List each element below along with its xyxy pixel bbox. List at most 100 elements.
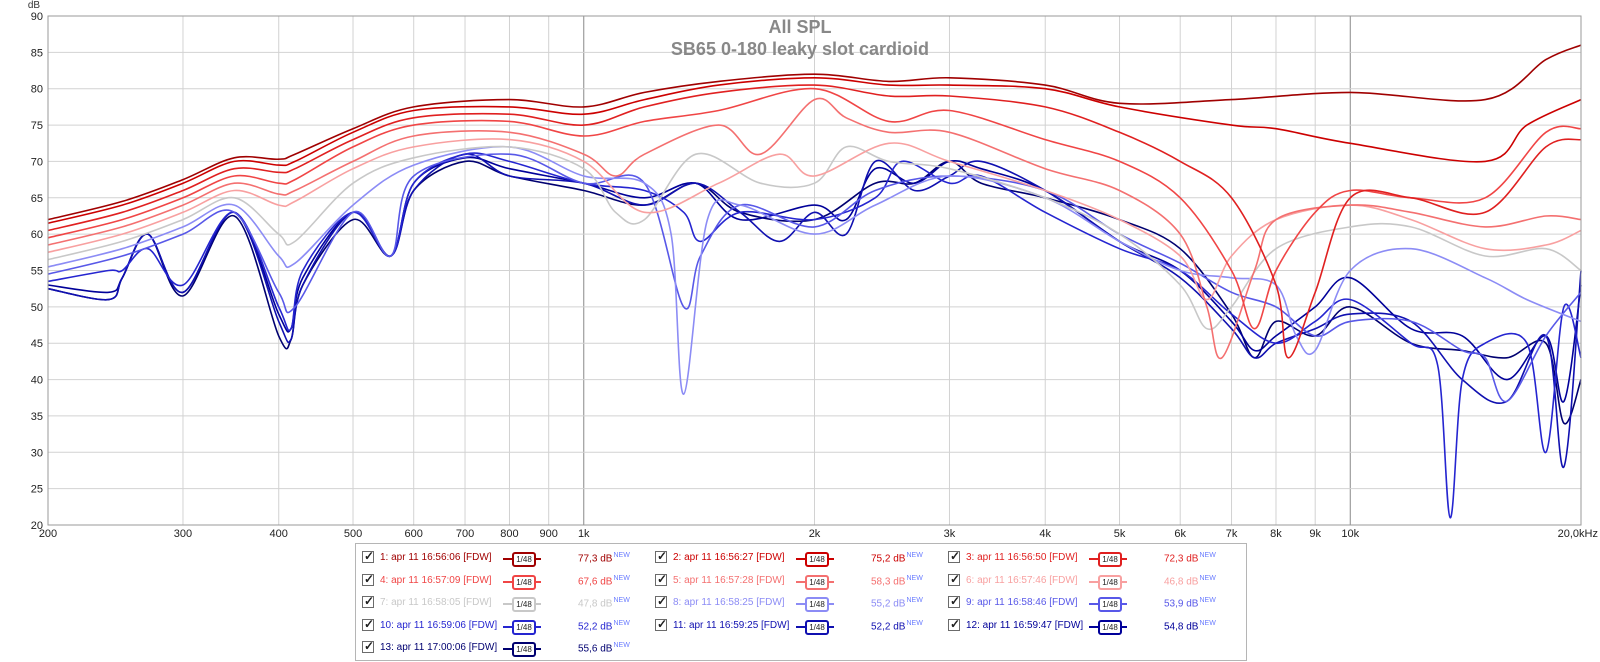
y-axis-label: dB	[28, 0, 41, 11]
legend-checkbox[interactable]	[362, 639, 374, 653]
series-line-7	[47, 145, 1582, 331]
legend-checkbox[interactable]	[362, 549, 374, 563]
legend-checkbox[interactable]	[948, 617, 960, 631]
legend-label[interactable]: 9: apr 11 16:58:46 [FDW]	[966, 597, 1078, 608]
series-curves	[47, 44, 1582, 519]
smoothing-swatch[interactable]: 1/48	[1089, 619, 1127, 635]
smoothing-label: 1/48	[1098, 552, 1122, 567]
legend-item-11: 11: apr 11 16:59:25 [FDW] 1/48 52,2 dBNEW	[655, 617, 951, 636]
new-tag: NEW	[906, 574, 923, 582]
smoothing-swatch[interactable]: 1/48	[1089, 552, 1127, 567]
legend-item-13: 13: apr 11 17:00:06 [FDW] 1/48 55,6 dBNEW	[362, 639, 658, 658]
legend-value: 72,3 dBNEW	[1164, 552, 1216, 565]
y-tick-label: 25	[31, 484, 43, 496]
chart-subtitle: SB65 0-180 leaky slot cardioid	[671, 39, 929, 59]
legend-label[interactable]: 3: apr 11 16:56:50 [FDW]	[966, 552, 1078, 563]
smoothing-swatch[interactable]: 1/48	[503, 642, 541, 657]
legend-checkbox[interactable]	[655, 594, 667, 608]
smoothing-swatch[interactable]: 1/48	[796, 552, 834, 567]
legend-label[interactable]: 4: apr 11 16:57:09 [FDW]	[380, 574, 492, 586]
y-tick-label: 45	[31, 338, 43, 350]
y-tick-label: 30	[31, 447, 43, 459]
smoothing-swatch[interactable]: 1/48	[503, 552, 541, 567]
x-tick-label: 4k	[1039, 528, 1051, 540]
new-tag: NEW	[906, 619, 923, 627]
series-line-10	[47, 152, 1582, 519]
legend-label[interactable]: 10: apr 11 16:59:06 [FDW]	[380, 619, 498, 631]
smoothing-label: 1/48	[1098, 619, 1122, 635]
legend-checkbox[interactable]	[655, 572, 667, 586]
y-tick-label: 50	[31, 302, 43, 314]
x-tick-label: 200	[39, 528, 57, 540]
legend-value: 54,8 dBNEW	[1164, 619, 1216, 632]
legend-checkbox[interactable]	[362, 572, 374, 586]
y-tick-label: 35	[31, 411, 43, 423]
smoothing-swatch[interactable]: 1/48	[503, 619, 541, 635]
legend-value: 75,2 dBNEW	[871, 552, 923, 565]
y-tick-label: 75	[31, 120, 43, 132]
legend-value: 52,2 dBNEW	[871, 619, 923, 632]
series-line-12	[47, 156, 1582, 403]
legend-checkbox[interactable]	[948, 572, 960, 586]
series-line-8	[47, 145, 1582, 395]
smoothing-swatch[interactable]: 1/48	[796, 597, 834, 612]
x-axis-ticks: 200 300 400 500 600 700 800 900 1k 2k 3k 4k 5k 6k 7k 8k…	[39, 528, 1598, 540]
new-tag: NEW	[1199, 619, 1216, 627]
legend-value: 47,8 dBNEW	[578, 597, 630, 610]
legend-value: 67,6 dBNEW	[578, 574, 630, 587]
series-line-1	[47, 44, 1582, 221]
legend-item-5: 5: apr 11 16:57:28 [FDW] 1/48 58,3 dBNEW	[655, 572, 951, 591]
smoothing-label: 1/48	[512, 552, 536, 567]
series-line-13	[47, 160, 1582, 425]
smoothing-swatch[interactable]: 1/48	[503, 597, 541, 612]
legend-label[interactable]: 6: apr 11 16:57:46 [FDW]	[966, 574, 1078, 586]
legend-checkbox[interactable]	[655, 549, 667, 563]
x-tick-label: 5k	[1114, 528, 1126, 540]
legend-label[interactable]: 12: apr 11 16:59:47 [FDW]	[966, 619, 1084, 631]
smoothing-swatch[interactable]: 1/48	[503, 574, 541, 590]
legend-label[interactable]: 7: apr 11 16:58:05 [FDW]	[380, 597, 492, 608]
series-line-5	[47, 97, 1582, 360]
smoothing-label: 1/48	[512, 597, 536, 612]
smoothing-label: 1/48	[512, 619, 536, 635]
legend-checkbox[interactable]	[948, 594, 960, 608]
plot-frame	[47, 15, 1582, 526]
smoothing-swatch[interactable]: 1/48	[1089, 574, 1127, 590]
smoothing-swatch[interactable]: 1/48	[796, 574, 834, 590]
legend-label[interactable]: 8: apr 11 16:58:25 [FDW]	[673, 597, 785, 608]
legend-item-1: 1: apr 11 16:56:06 [FDW] 1/48 77,3 dBNEW	[362, 549, 658, 568]
series-line-2	[47, 76, 1582, 224]
legend-value: 53,9 dBNEW	[1164, 597, 1216, 610]
x-tick-label: 20,0kHz	[1558, 528, 1598, 540]
legend-checkbox[interactable]	[655, 617, 667, 631]
legend-label[interactable]: 11: apr 11 16:59:25 [FDW]	[673, 619, 790, 631]
legend-value: 55,6 dBNEW	[578, 642, 630, 655]
legend-checkbox[interactable]	[362, 594, 374, 608]
series-line-9	[47, 153, 1582, 403]
legend-item-9: 9: apr 11 16:58:46 [FDW] 1/48 53,9 dBNEW	[948, 594, 1244, 613]
smoothing-swatch[interactable]: 1/48	[1089, 597, 1127, 612]
x-tick-label: 600	[405, 528, 423, 540]
y-tick-label: 85	[31, 47, 43, 59]
legend-label[interactable]: 1: apr 11 16:56:06 [FDW]	[380, 552, 492, 563]
smoothing-swatch[interactable]: 1/48	[796, 619, 834, 635]
legend-item-12: 12: apr 11 16:59:47 [FDW] 1/48 54,8 dBNEW	[948, 617, 1244, 636]
legend-checkbox[interactable]	[362, 617, 374, 631]
legend-item-2: 2: apr 11 16:56:27 [FDW] 1/48 75,2 dBNEW	[655, 549, 951, 568]
new-tag: NEW	[613, 552, 630, 559]
x-tick-label: 8k	[1270, 528, 1282, 540]
series-line-4	[47, 87, 1582, 330]
legend-label[interactable]: 2: apr 11 16:56:27 [FDW]	[673, 552, 785, 563]
smoothing-label: 1/48	[805, 619, 829, 635]
legend-item-8: 8: apr 11 16:58:25 [FDW] 1/48 55,2 dBNEW	[655, 594, 951, 613]
legend-value: 58,3 dBNEW	[871, 574, 923, 587]
smoothing-label: 1/48	[512, 574, 536, 590]
new-tag: NEW	[906, 552, 923, 559]
spl-chart: 200 300 400 500 600 700 800 900 1k 2k 3k 4k 5k 6k 7k 8k…	[28, 0, 1598, 540]
x-tick-label: 400	[270, 528, 288, 540]
legend-label[interactable]: 5: apr 11 16:57:28 [FDW]	[673, 574, 785, 586]
legend-label[interactable]: 13: apr 11 17:00:06 [FDW]	[380, 642, 498, 653]
smoothing-label: 1/48	[805, 552, 829, 567]
legend-checkbox[interactable]	[948, 549, 960, 563]
smoothing-label: 1/48	[1098, 574, 1122, 590]
